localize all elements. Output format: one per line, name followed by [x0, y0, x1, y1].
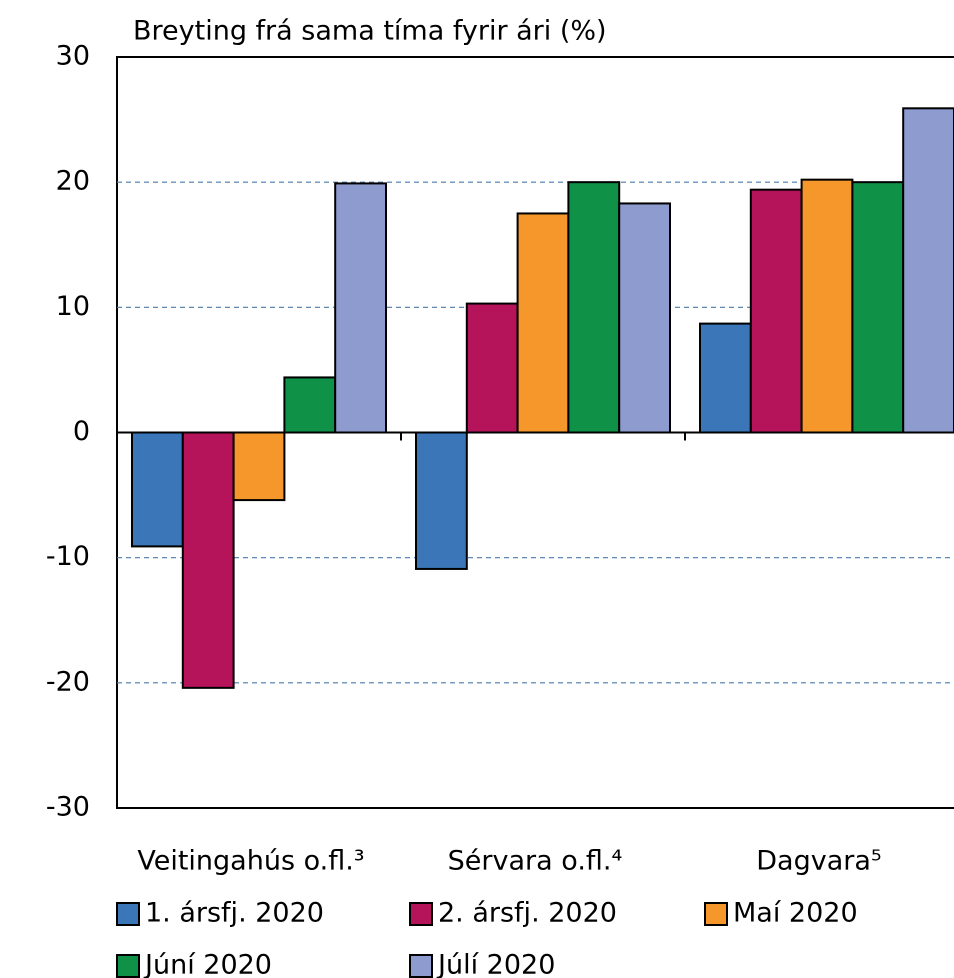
chart-title: Breyting frá sama tíma fyrir ári (%): [133, 16, 607, 47]
bar: [800, 178, 854, 434]
legend-label: 2. ársfj. 2020: [438, 898, 617, 929]
bar: [465, 302, 519, 434]
bar: [516, 212, 570, 434]
legend-swatch: [116, 954, 140, 978]
legend-label: Júní 2020: [143, 950, 272, 978]
y-tick-label: 10: [56, 291, 90, 322]
legend-label: Júlí 2020: [436, 950, 555, 978]
bar: [618, 202, 672, 434]
x-tick-label: Veitingahús o.fl.³: [137, 846, 364, 877]
x-tick-label: Sérvara o.fl.⁴: [448, 846, 623, 877]
bar: [334, 182, 388, 434]
bar: [567, 181, 621, 434]
bar: [415, 431, 468, 570]
y-tick-label: -30: [46, 792, 90, 823]
y-tick-label: 30: [56, 41, 90, 72]
y-tick-label: -10: [46, 541, 90, 572]
x-tick-label: Dagvara⁵: [756, 846, 881, 877]
legend-label: Maí 2020: [733, 898, 858, 929]
legend-swatch: [409, 902, 433, 926]
bar: [902, 107, 954, 434]
legend-swatch: [116, 902, 140, 926]
bar: [131, 431, 184, 548]
legend-swatch: [409, 954, 433, 978]
y-tick-label: -20: [46, 666, 90, 697]
legend-swatch: [704, 902, 728, 926]
bar: [283, 376, 337, 434]
y-tick-label: 20: [56, 166, 90, 197]
bar: [699, 322, 752, 434]
y-tick-label: 0: [73, 416, 90, 447]
legend-label: 1. ársfj. 2020: [145, 898, 324, 929]
bar: [232, 431, 286, 502]
bar: [851, 181, 905, 434]
bar: [181, 431, 235, 689]
bar: [749, 188, 803, 434]
